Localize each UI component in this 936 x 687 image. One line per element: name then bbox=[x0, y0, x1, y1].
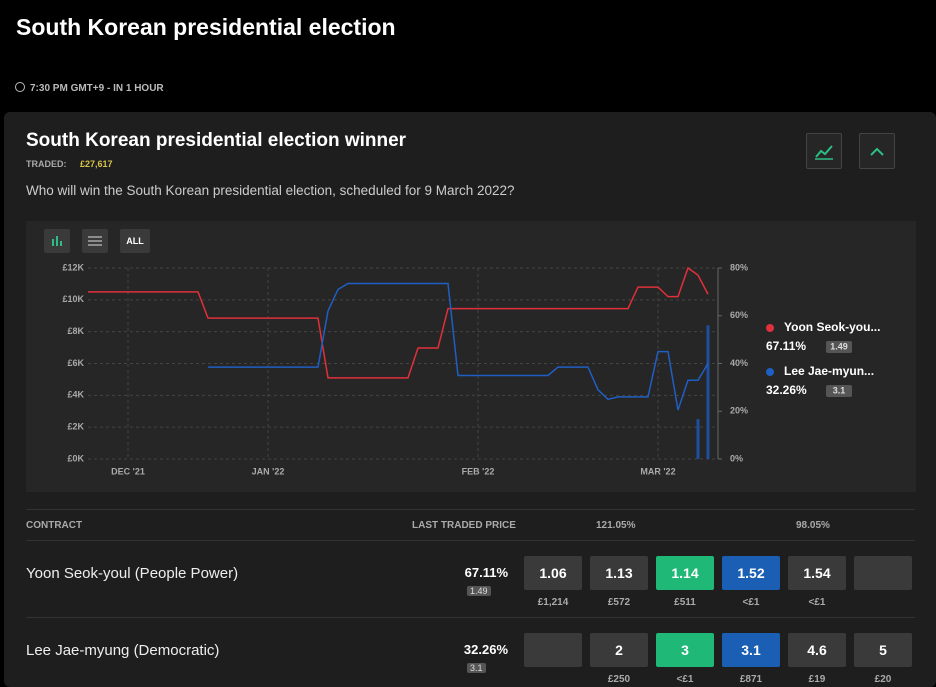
legend-name: Lee Jae-myun... bbox=[784, 364, 874, 378]
x-tick-label: DEC '21 bbox=[111, 466, 145, 476]
y2-tick-label: 80% bbox=[730, 262, 748, 272]
odds-badge: 1.49 bbox=[467, 586, 491, 596]
last-price: 32.26% bbox=[463, 642, 508, 657]
price-volume: £871 bbox=[739, 674, 763, 685]
price-button[interactable]: 1.06 bbox=[524, 556, 582, 590]
y-tick-label: £0K bbox=[67, 453, 84, 463]
price-button[interactable] bbox=[854, 556, 912, 590]
separator bbox=[26, 509, 915, 510]
settings-button[interactable] bbox=[82, 229, 108, 253]
price-volume: <£1 bbox=[742, 597, 760, 608]
traded-label: TRADED: bbox=[26, 159, 67, 169]
separator bbox=[26, 540, 915, 541]
price-button[interactable]: 1.54 bbox=[788, 556, 846, 590]
price-button[interactable]: 1.14 bbox=[656, 556, 714, 590]
price-button[interactable]: 5 bbox=[854, 633, 912, 667]
price-volume: £511 bbox=[674, 597, 696, 608]
bars-button[interactable] bbox=[44, 229, 70, 253]
price-button[interactable]: 3 bbox=[656, 633, 714, 667]
column-header: 121.05% bbox=[596, 520, 636, 531]
column-header: 98.05% bbox=[796, 520, 830, 531]
legend-value: 32.26% bbox=[766, 383, 807, 397]
y-tick-label: £10K bbox=[62, 294, 84, 304]
legend-badge bbox=[826, 341, 852, 353]
contract-name: Yoon Seok-youl (People Power) bbox=[26, 565, 239, 582]
y2-tick-label: 20% bbox=[730, 406, 748, 416]
y2-tick-label: 40% bbox=[730, 358, 748, 368]
clock-icon bbox=[15, 82, 25, 92]
legend-name: Yoon Seok-you... bbox=[784, 320, 880, 334]
series-line bbox=[88, 266, 709, 379]
odds-badge: 3.1 bbox=[467, 663, 486, 673]
y-tick-label: £12K bbox=[62, 262, 84, 272]
volume-bar bbox=[706, 325, 710, 459]
separator bbox=[26, 617, 915, 618]
chart-panel bbox=[26, 221, 916, 492]
legend-odds: 3.1 bbox=[833, 385, 846, 395]
legend-value: 67.11% bbox=[766, 339, 806, 353]
price-volume: £250 bbox=[607, 674, 631, 685]
event-time: 7:30 PM GMT+9 - IN 1 HOUR bbox=[30, 83, 164, 94]
last-price: 67.11% bbox=[464, 565, 508, 580]
y2-tick-label: 0% bbox=[730, 453, 743, 463]
market-title: South Korean presidential election winne… bbox=[26, 130, 407, 151]
page-title: South Korean presidential election bbox=[16, 14, 396, 40]
y-tick-label: £8K bbox=[67, 326, 84, 336]
x-tick-label: JAN '22 bbox=[252, 466, 285, 476]
price-button[interactable]: 1.13 bbox=[590, 556, 648, 590]
price-button[interactable]: 3.1 bbox=[722, 633, 780, 667]
column-header: CONTRACT bbox=[26, 520, 83, 531]
price-button[interactable]: 2 bbox=[590, 633, 648, 667]
collapse-button[interactable] bbox=[859, 133, 895, 169]
market-question: Who will win the South Korean presidenti… bbox=[26, 183, 515, 198]
y-tick-label: £4K bbox=[67, 390, 84, 400]
x-tick-label: MAR '22 bbox=[640, 466, 675, 476]
series-line bbox=[208, 282, 709, 411]
price-volume: £572 bbox=[607, 597, 631, 608]
price-volume: <£1 bbox=[808, 597, 826, 608]
price-button[interactable]: 1.52 bbox=[722, 556, 780, 590]
column-header: LAST TRADED PRICE bbox=[412, 520, 516, 531]
chart-toggle[interactable] bbox=[806, 133, 842, 169]
price-volume: £19 bbox=[808, 674, 826, 685]
volume-bar bbox=[696, 419, 700, 459]
price-volume: <£1 bbox=[676, 674, 694, 685]
y-tick-label: £6K bbox=[67, 358, 84, 368]
price-volume: £1,214 bbox=[537, 597, 569, 608]
range-all-button[interactable]: ALL bbox=[120, 229, 150, 253]
legend-odds: 1.49 bbox=[830, 341, 848, 351]
price-button[interactable] bbox=[524, 633, 582, 667]
legend-dot bbox=[766, 324, 774, 332]
traded-value: £27,617 bbox=[80, 159, 113, 169]
y2-tick-label: 60% bbox=[730, 310, 748, 320]
price-button[interactable]: 4.6 bbox=[788, 633, 846, 667]
contract-name: Lee Jae-myung (Democratic) bbox=[26, 642, 220, 659]
legend-badge bbox=[826, 385, 852, 397]
y-tick-label: £2K bbox=[67, 422, 84, 432]
x-tick-label: FEB '22 bbox=[462, 466, 495, 476]
price-volume: £20 bbox=[874, 674, 892, 685]
legend-dot bbox=[766, 368, 774, 376]
price-chart: £0K £2K £4K £6K £8K £10K £12K 0% 20% 40% 60% 80% DEC… bbox=[62, 262, 880, 476]
